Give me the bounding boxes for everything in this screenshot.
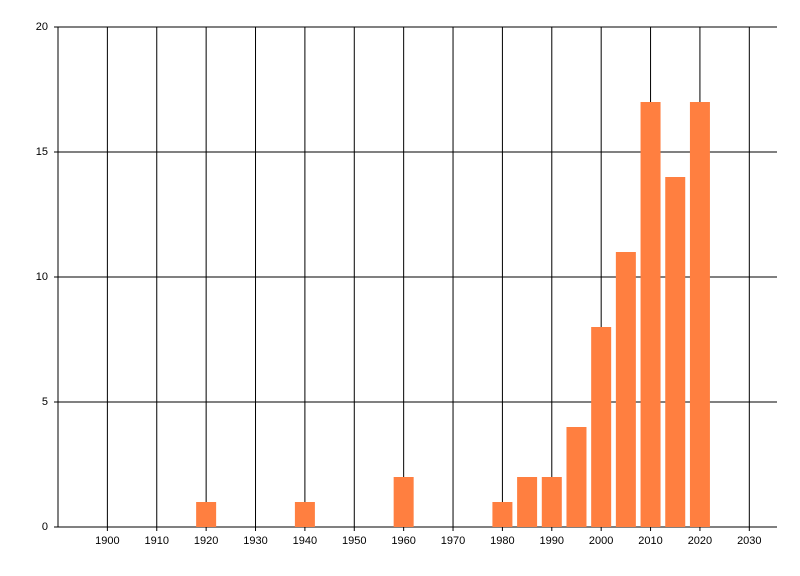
bar bbox=[541, 477, 562, 527]
x-tick-label: 1950 bbox=[342, 535, 366, 547]
x-tick-label: 1900 bbox=[95, 535, 119, 547]
bar bbox=[492, 502, 513, 527]
x-tick-label: 2010 bbox=[638, 535, 662, 547]
x-tick-label: 1990 bbox=[540, 535, 564, 547]
bar bbox=[294, 502, 315, 527]
bar bbox=[615, 252, 636, 527]
x-tick-label: 1970 bbox=[441, 535, 465, 547]
bar bbox=[196, 502, 217, 527]
y-tick-label: 5 bbox=[42, 396, 48, 408]
x-tick-label: 1910 bbox=[145, 535, 169, 547]
x-tick-label: 1980 bbox=[490, 535, 514, 547]
y-tick-label: 0 bbox=[42, 521, 48, 533]
x-tick-label: 2030 bbox=[737, 535, 761, 547]
x-tick-label: 1940 bbox=[293, 535, 317, 547]
bar bbox=[665, 177, 686, 527]
y-tick-label: 20 bbox=[36, 21, 48, 33]
bar bbox=[393, 477, 414, 527]
y-tick-label: 10 bbox=[36, 271, 48, 283]
bar bbox=[640, 102, 661, 527]
x-tick-label: 1960 bbox=[391, 535, 415, 547]
bar bbox=[591, 327, 612, 527]
x-tick-label: 2000 bbox=[589, 535, 613, 547]
x-tick-label: 1930 bbox=[243, 535, 267, 547]
bar bbox=[566, 427, 587, 527]
x-tick-label: 2020 bbox=[688, 535, 712, 547]
x-tick-label: 1920 bbox=[194, 535, 218, 547]
bar bbox=[689, 102, 710, 527]
bar bbox=[517, 477, 538, 527]
y-tick-label: 15 bbox=[36, 146, 48, 158]
